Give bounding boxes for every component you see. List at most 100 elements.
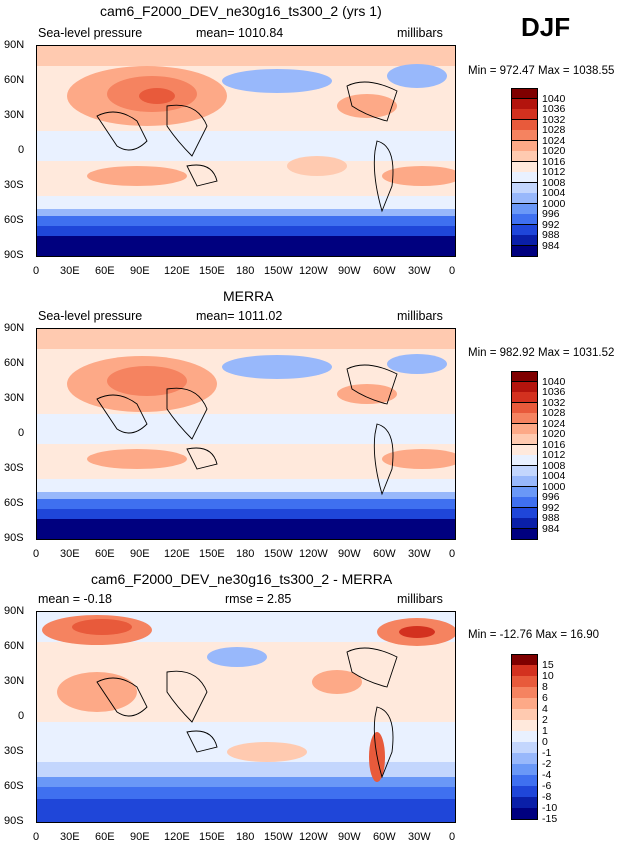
panel-1-lon-ticks: 0 30E 60E 90E 120E 150E 180 150W 120W 90… <box>0 265 644 279</box>
colorbar-label: 1000 <box>542 197 566 210</box>
colorbar-label: 1012 <box>542 449 566 461</box>
panel-3-lat-tick: 0 <box>18 710 25 722</box>
panel-1-left-label: Sea-level pressure <box>38 26 143 40</box>
panel-2-lon-tick: 0 <box>449 548 456 560</box>
colorbar-cell <box>511 161 538 173</box>
panel-3-lat-tick: 30N <box>4 675 25 687</box>
colorbar-label: -6 <box>542 780 552 792</box>
colorbar-cell <box>511 518 538 529</box>
panel-3-lon-tick: 30E <box>60 831 80 843</box>
colorbar-cell <box>511 775 538 787</box>
colorbar-cell <box>511 698 538 710</box>
panel-2-lat-tick: 30N <box>4 392 25 404</box>
colorbar-cell <box>511 507 538 519</box>
panel-2-lon-tick: 0 <box>33 548 40 560</box>
panel-2-colorbar <box>511 371 538 540</box>
colorbar-label: 984 <box>542 522 560 535</box>
season-label: DJF <box>521 12 571 42</box>
panel-2-lon-tick: 90E <box>130 548 150 560</box>
panel-3-left-label: mean = -0.18 <box>38 592 113 606</box>
colorbar-cell <box>511 497 538 508</box>
panel-3-lon-tick: 60E <box>95 831 115 843</box>
colorbar-label: -2 <box>542 758 552 770</box>
colorbar-cell <box>511 455 538 466</box>
panel-2-lon-tick: 120W <box>299 548 328 560</box>
panel-1-colorbar-labels: 1040 1036 1032 1028 1024 1020 1016 1012 1008 1004… <box>542 88 602 256</box>
colorbar-cell <box>511 444 538 456</box>
colorbar-cell <box>511 182 538 194</box>
colorbar-label: 1036 <box>542 103 566 115</box>
panel-3-lat-tick: 60N <box>4 640 25 652</box>
panel-2-lat-tick: 90S <box>4 532 24 544</box>
colorbar-cell <box>511 753 538 765</box>
colorbar-label: 1040 <box>542 375 566 388</box>
panel-3-minmax: Min = -12.76 Max = 16.90 <box>468 629 600 641</box>
panel-2-lon-tick: 30E <box>60 548 80 560</box>
panel-2-minmax: Min = 982.92 Max = 1031.52 <box>468 347 615 359</box>
colorbar-label: 8 <box>542 681 548 693</box>
panel-3-colorbar-labels: 15 10 8 6 4 2 1 0 -1 -2 -4 -6 -8 -10 -15 <box>542 654 602 825</box>
panel-2-lon-tick: 30W <box>408 548 431 560</box>
colorbar-cell <box>511 371 538 382</box>
panel-3-lon-tick: 120W <box>299 831 328 843</box>
panel-2-lon-ticks: 0 30E 60E 90E 120E 150E 180 150W 120W 90… <box>0 548 644 562</box>
colorbar-cell <box>511 224 538 236</box>
colorbar-label: -15 <box>542 813 558 825</box>
panel-1-lon-tick: 0 <box>33 265 40 277</box>
panel-2-map <box>36 328 456 540</box>
colorbar-cell <box>511 203 538 215</box>
panel-2-title: MERRA <box>223 288 274 304</box>
panel-1-lon-tick: 30W <box>408 265 431 277</box>
colorbar-label: -8 <box>542 791 552 803</box>
panel-2-lon-tick: 60W <box>373 548 396 560</box>
panel-3-lon-tick: 180 <box>236 831 255 843</box>
colorbar-label: 1000 <box>542 480 566 493</box>
colorbar-label: 10 <box>542 670 554 682</box>
colorbar-label: 15 <box>542 659 554 671</box>
panel-1-lon-tick: 0 <box>449 265 456 277</box>
colorbar-label: 1008 <box>542 176 566 189</box>
panel-3-lat-tick: 60S <box>4 780 24 792</box>
colorbar-label: 996 <box>542 491 560 503</box>
panel-1-title: cam6_F2000_DEV_ne30g16_ts300_2 (yrs 1) <box>100 3 382 19</box>
panel-3-lon-tick: 120E <box>164 831 190 843</box>
panel-3-lon-tick: 150E <box>199 831 225 843</box>
colorbar-label: 1040 <box>542 92 566 105</box>
panel-1-lon-tick: 90W <box>338 265 361 277</box>
panel-2-right-label: millibars <box>397 309 443 323</box>
colorbar-cell <box>511 665 538 677</box>
panel-3-lon-tick: 60W <box>373 831 396 843</box>
colorbar-cell <box>511 151 538 162</box>
panel-3-colorbar <box>511 654 538 820</box>
panel-3-lon-tick: 0 <box>33 831 40 843</box>
panel-2-map-svg <box>37 329 455 539</box>
panel-1-lat-tick: 90S <box>4 249 24 261</box>
panel-3-lon-tick: 90E <box>130 831 150 843</box>
colorbar-label: 996 <box>542 208 560 220</box>
colorbar-cell <box>511 245 538 257</box>
colorbar-label: 1024 <box>542 417 566 430</box>
colorbar-cell <box>511 214 538 225</box>
colorbar-cell <box>511 742 538 754</box>
colorbar-cell <box>511 709 538 721</box>
panel-1-lon-tick: 120E <box>164 265 190 277</box>
colorbar-label: 1032 <box>542 396 566 409</box>
panel-3-right-label: millibars <box>397 592 443 606</box>
colorbar-cell <box>511 381 538 393</box>
panel-2-lon-tick: 150W <box>264 548 293 560</box>
colorbar-label: 1016 <box>542 155 566 168</box>
colorbar-cell <box>511 465 538 477</box>
colorbar-cell <box>511 402 538 414</box>
panel-3-title: cam6_F2000_DEV_ne30g16_ts300_2 - MERRA <box>91 571 393 587</box>
panel-2-lon-tick: 90W <box>338 548 361 560</box>
panel-2-center-label: mean= 1011.02 <box>196 309 283 323</box>
colorbar-label: 1020 <box>542 428 566 440</box>
panel-2-lat-tick: 60S <box>4 497 24 509</box>
colorbar-label: 1004 <box>542 187 566 199</box>
colorbar-label: 992 <box>542 501 560 514</box>
colorbar-label: 1 <box>542 725 548 737</box>
panel-3-lon-tick: 150W <box>264 831 293 843</box>
panel-2-lat-tick: 0 <box>18 427 25 439</box>
panel-2-lon-tick: 150E <box>199 548 225 560</box>
panel-1-lat-tick: 30N <box>4 109 25 121</box>
